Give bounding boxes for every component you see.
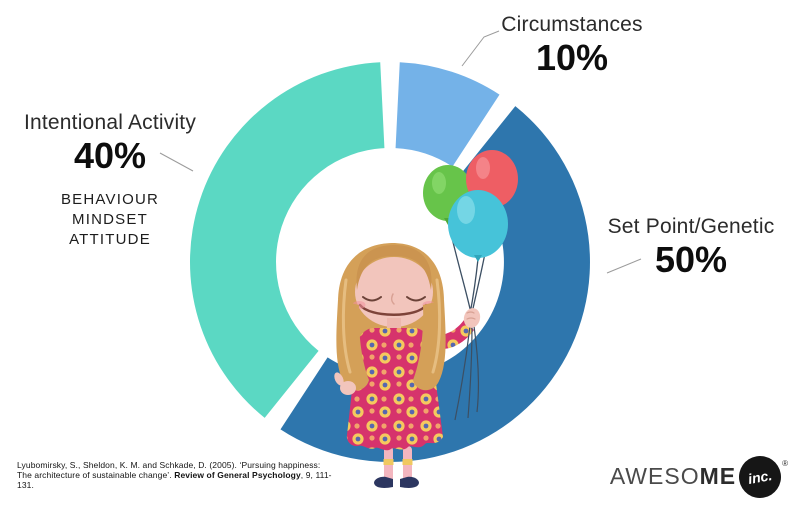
slice-label: Set Point/Genetic — [607, 215, 775, 238]
citation-line-2: The architecture of sustainable change’.… — [17, 469, 332, 490]
girl-fringe — [356, 245, 432, 290]
girl-illustration — [334, 150, 518, 488]
girl-nose — [390, 293, 395, 305]
balloon-cyan-knot — [474, 255, 482, 262]
slice-label: Intentional Activity — [23, 111, 197, 134]
girl-sock-right — [402, 459, 413, 465]
citation-journal: Review of General Psychology — [174, 469, 301, 480]
slice-intentional-activity — [189, 62, 385, 418]
girl-neck — [387, 318, 401, 331]
logo-inc-badge: inc. — [735, 452, 785, 501]
logo-wordmark: AWESOME — [609, 463, 737, 489]
slice-sublabels: BEHAVIOUR MINDSET ATTITUDE — [15, 190, 205, 250]
girl-hand-left — [340, 381, 356, 395]
balloon-red-highlight — [476, 157, 490, 179]
awesome-inc-logo: AWESOME inc. ® — [609, 452, 788, 501]
girl-eye-left — [362, 296, 382, 302]
callout-circumstances: Circumstances 10% — [477, 12, 667, 76]
citation: Lyubomirsky, S., Sheldon, K. M. and Schk… — [17, 460, 347, 490]
slice-percent: 40% — [73, 135, 147, 176]
girl-hair-highlight-left — [341, 278, 352, 374]
slice-label: Circumstances — [501, 13, 643, 36]
girl-smile — [358, 303, 428, 316]
balloons — [423, 150, 518, 262]
callout-set-point-genetic: Set Point/Genetic 50% — [596, 214, 786, 278]
leader-line-set-point — [606, 258, 642, 274]
balloon-green-highlight — [432, 172, 446, 194]
balloon-cyan-highlight — [457, 196, 475, 224]
girl-shoe-left — [374, 476, 393, 488]
slice-circumstances — [395, 62, 500, 167]
girl-hand-right-fingers — [466, 311, 476, 320]
callout-intentional-activity: Intentional Activity 40% BEHAVIOUR MINDS… — [15, 110, 205, 250]
slice-percent: 10% — [535, 37, 609, 78]
sublabel-mindset: MINDSET — [72, 211, 148, 228]
sublabel-behaviour: BEHAVIOUR — [60, 191, 160, 208]
girl-sock-left — [383, 459, 394, 465]
registered-trademark-icon: ® — [782, 459, 788, 468]
slice-percent: 50% — [654, 239, 728, 280]
girl-hair-strand-right — [413, 300, 446, 391]
girl-dress — [346, 328, 443, 451]
girl-hand-left-thumb — [334, 372, 344, 386]
leader-line-circumstances — [461, 30, 500, 67]
leader-line-intentional-activity — [159, 152, 194, 172]
balloon-string-tails — [454, 325, 480, 421]
balloon-cyan — [448, 190, 508, 258]
sublabel-attitude: ATTITUDE — [69, 231, 151, 248]
girl-eye-right — [406, 296, 426, 302]
citation-line-1: Lyubomirsky, S., Sheldon, K. M. and Schk… — [17, 460, 321, 470]
girl-face — [355, 257, 433, 327]
girl-hair-highlight-right — [431, 278, 442, 374]
girl-shoe-right — [400, 476, 419, 488]
